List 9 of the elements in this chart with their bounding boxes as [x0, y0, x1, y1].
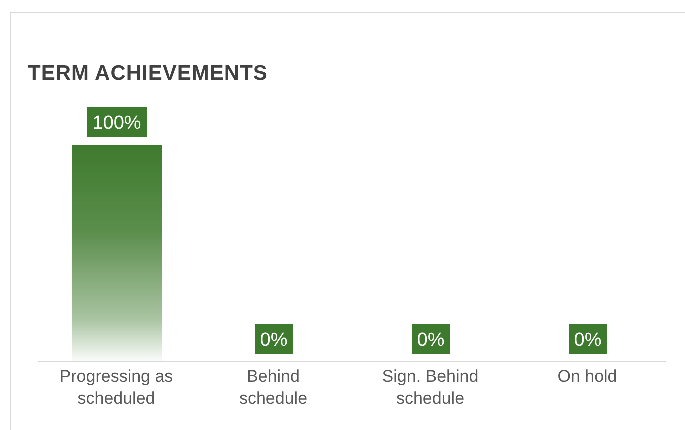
data-label: 0%	[260, 330, 288, 351]
data-label: 0%	[574, 330, 602, 351]
data-label: 100%	[92, 113, 142, 134]
data-label: 0%	[417, 330, 445, 351]
x-tick-label: Behind schedule	[239, 367, 308, 408]
x-tick-label: Progressing as scheduled	[60, 367, 174, 408]
chart-title: TERM ACHIEVEMENTS	[28, 62, 268, 86]
x-tick-label: Sign. Behind schedule	[382, 367, 479, 408]
x-tick-label: On hold	[558, 367, 618, 386]
